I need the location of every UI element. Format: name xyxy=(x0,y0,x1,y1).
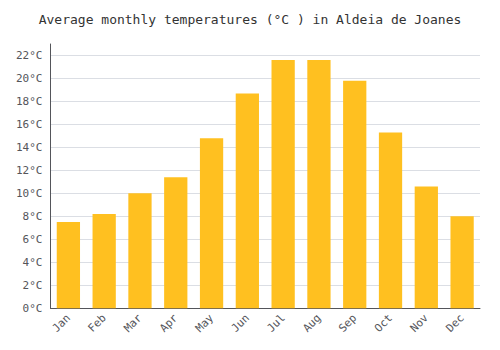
svg-text:May: May xyxy=(193,311,216,334)
svg-text:Average monthly temperatures (: Average monthly temperatures (°C ) in Al… xyxy=(39,12,462,27)
svg-text:Jul: Jul xyxy=(265,312,288,335)
svg-text:2°C: 2°C xyxy=(23,279,43,292)
svg-text:4°C: 4°C xyxy=(23,256,43,269)
svg-text:Oct: Oct xyxy=(372,312,395,335)
svg-text:Aug: Aug xyxy=(300,312,323,335)
svg-text:Nov: Nov xyxy=(408,311,431,334)
svg-text:14°C: 14°C xyxy=(16,141,43,154)
svg-text:20°C: 20°C xyxy=(16,72,43,85)
svg-text:Apr: Apr xyxy=(157,311,180,334)
svg-text:8°C: 8°C xyxy=(23,210,43,223)
svg-text:22°C: 22°C xyxy=(16,49,43,62)
svg-text:Sep: Sep xyxy=(336,312,359,335)
svg-text:16°C: 16°C xyxy=(16,118,43,131)
svg-text:Mar: Mar xyxy=(121,311,144,334)
svg-text:0°C: 0°C xyxy=(23,302,43,315)
svg-text:Dec: Dec xyxy=(443,312,466,335)
svg-text:Jan: Jan xyxy=(50,312,73,335)
svg-text:Feb: Feb xyxy=(86,312,109,335)
svg-text:10°C: 10°C xyxy=(16,187,43,200)
svg-text:6°C: 6°C xyxy=(23,233,43,246)
svg-text:Jun: Jun xyxy=(229,312,252,335)
svg-text:18°C: 18°C xyxy=(16,95,43,108)
svg-text:12°C: 12°C xyxy=(16,164,43,177)
